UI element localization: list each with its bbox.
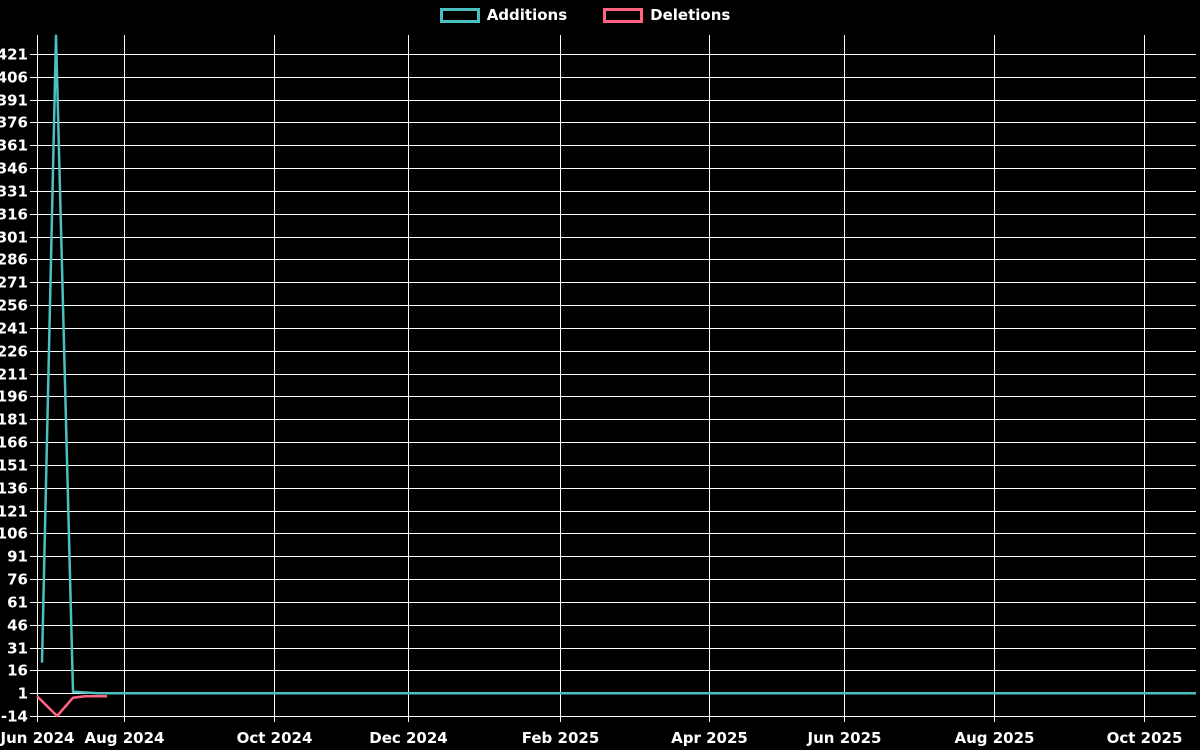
y-tick-label: 361 [0,137,28,155]
y-tick-label: 406 [0,69,28,87]
series-line-deletions [36,694,107,718]
x-axis-labels: Jun 2024 Aug 2024 Oct 2024 Dec 2024 Feb 2025… [0,729,1182,747]
x-tick-label: Aug 2025 [955,729,1035,747]
x-tick-label: Oct 2024 [237,729,313,747]
y-tick-label: 226 [0,343,28,361]
y-tick-label: 136 [0,480,28,498]
legend-swatch-deletions [603,7,644,23]
x-tick-label: Aug 2024 [85,729,165,747]
x-tick-label: Jun 2024 [0,729,74,747]
vertical-gridlines [37,35,1145,722]
y-tick-label: 61 [7,594,28,612]
legend-item-additions[interactable]: Additions [439,6,568,24]
x-tick-label: Feb 2025 [522,729,600,747]
y-tick-label: 91 [7,548,28,566]
y-tick-label: 241 [0,320,28,338]
legend-label: Deletions [650,6,731,24]
y-tick-label: -14 [1,708,28,726]
y-tick-label: 121 [0,503,28,521]
y-tick-label: 211 [0,366,28,384]
y-tick-label: 31 [7,640,28,658]
y-tick-label: 196 [0,388,28,406]
y-tick-label: 16 [7,662,28,680]
y-tick-label: 301 [0,229,28,247]
data-series-lines [36,34,1196,718]
y-tick-label: 181 [0,411,28,429]
y-tick-label: 271 [0,274,28,292]
legend-label: Additions [486,6,568,24]
y-tick-label: 76 [7,571,28,589]
y-tick-label: 166 [0,434,28,452]
legend-item-deletions[interactable]: Deletions [603,7,730,23]
y-tick-label: 376 [0,114,28,132]
x-tick-label: Apr 2025 [671,729,748,747]
chart-legend: Additions Deletions [0,7,1185,23]
y-tick-label: 391 [0,92,28,110]
series-line-additions [40,34,1196,695]
horizontal-gridlines [30,54,1196,717]
x-tick-label: Oct 2025 [1107,729,1183,747]
y-tick-label: 106 [0,525,28,543]
y-tick-label: 346 [0,160,28,178]
y-tick-label: 151 [0,457,28,475]
legend-swatch-additions [439,7,480,23]
y-tick-label: 256 [0,297,28,315]
y-tick-label: 316 [0,206,28,224]
y-tick-label: 331 [0,183,28,201]
y-tick-label: 46 [7,617,28,635]
y-tick-label: 421 [0,46,28,64]
y-tick-label: 1 [18,685,28,703]
y-tick-label: 286 [0,251,28,269]
y-axis-labels: -14 1 16 31 46 61 76 91 106 121 136 151 166 181 196 211… [0,46,28,726]
x-tick-label: Jun 2025 [807,729,882,747]
x-tick-label: Dec 2024 [369,729,448,747]
